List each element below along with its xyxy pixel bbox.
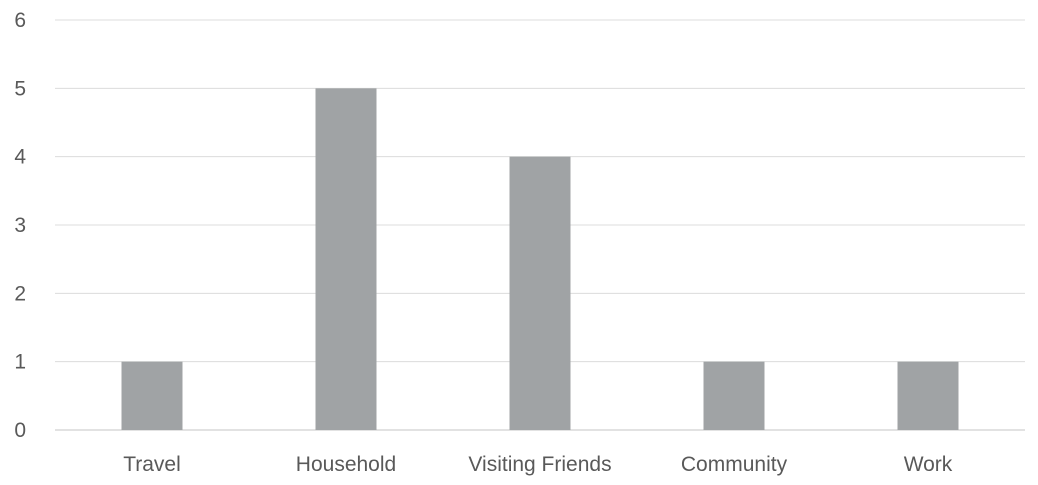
bar-visiting-friends — [510, 157, 571, 430]
bar-household — [316, 88, 377, 430]
y-tick-label-0: 0 — [14, 419, 26, 442]
x-tick-label-work: Work — [904, 453, 953, 476]
x-tick-label-community: Community — [681, 453, 788, 476]
y-tick-label-4: 4 — [14, 146, 26, 169]
x-tick-label-visiting-friends: Visiting Friends — [468, 453, 611, 476]
bar-work — [898, 362, 959, 430]
y-tick-label-5: 5 — [14, 77, 26, 100]
y-tick-label-1: 1 — [14, 351, 26, 374]
y-tick-label-2: 2 — [14, 282, 26, 305]
x-axis-tick-labels: Travel Household Visiting Friends Community… — [123, 453, 953, 476]
bar-travel — [122, 362, 183, 430]
bar-community — [704, 362, 765, 430]
x-tick-label-travel: Travel — [123, 453, 181, 476]
y-tick-label-6: 6 — [14, 9, 26, 32]
y-tick-label-3: 3 — [14, 214, 26, 237]
y-axis-tick-labels: 0 1 2 3 4 5 6 — [14, 9, 26, 442]
x-tick-label-household: Household — [296, 453, 396, 476]
bars — [122, 88, 959, 430]
